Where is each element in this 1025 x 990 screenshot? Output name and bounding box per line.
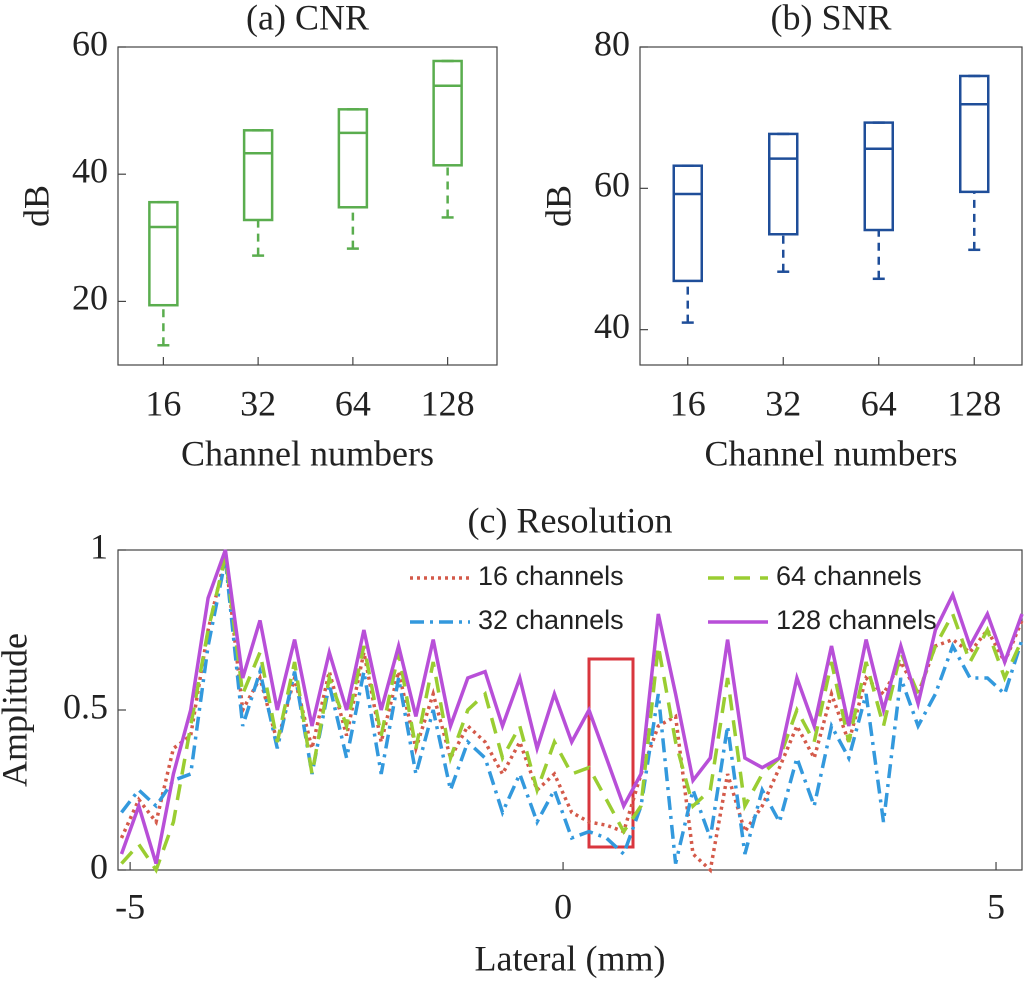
legend-label: 16 channels [478,561,624,591]
y-axis-label: dB [538,185,578,227]
y-tick-label: 20 [72,278,108,318]
box [148,200,179,307]
y-tick-label: 0 [90,846,108,886]
box [432,59,463,167]
box [242,129,274,222]
y-tick-label: 1 [90,526,108,566]
y-tick-label: 40 [72,150,108,190]
chart-title: (c) Resolution [468,500,673,540]
legend-label: 128 channels [776,605,937,635]
series-line [119,549,1024,865]
y-tick-label: 60 [594,165,630,205]
y-tick-label: 60 [72,23,108,63]
box [768,132,799,236]
x-tick-label: 16 [670,383,706,423]
y-tick-label: 80 [594,23,630,63]
highlight-box [587,657,635,849]
box [863,121,894,232]
y-tick-label: 40 [594,306,630,346]
x-axis-label: Lateral (mm) [475,938,666,978]
y-tick-label: 0.5 [63,686,108,726]
legend-label: 32 channels [478,605,624,635]
box [672,164,703,283]
x-tick-label: 128 [421,383,475,423]
plot-frame [117,549,1023,871]
x-tick-label: -5 [115,886,145,926]
x-tick-label: 64 [335,383,371,423]
chart-title: (a) CNR [246,0,369,37]
legend-label: 64 channels [776,561,922,591]
x-axis-label: Channel numbers [705,433,958,473]
y-axis-label: Amplitude [0,633,34,787]
x-tick-label: 32 [240,383,276,423]
box [337,108,369,209]
x-tick-label: 128 [947,383,1001,423]
box [959,74,990,194]
x-tick-label: 16 [145,383,181,423]
x-axis-label: Channel numbers [181,433,434,473]
x-tick-label: 5 [987,886,1005,926]
series-line [120,555,1024,874]
chart-title: (b) SNR [770,0,891,37]
plot-frame [639,46,1023,366]
x-tick-label: 0 [554,886,572,926]
plot-frame [117,46,498,366]
y-axis-label: dB [16,185,56,227]
x-tick-label: 32 [765,383,801,423]
x-tick-label: 64 [861,383,897,423]
series-line [120,559,1024,865]
